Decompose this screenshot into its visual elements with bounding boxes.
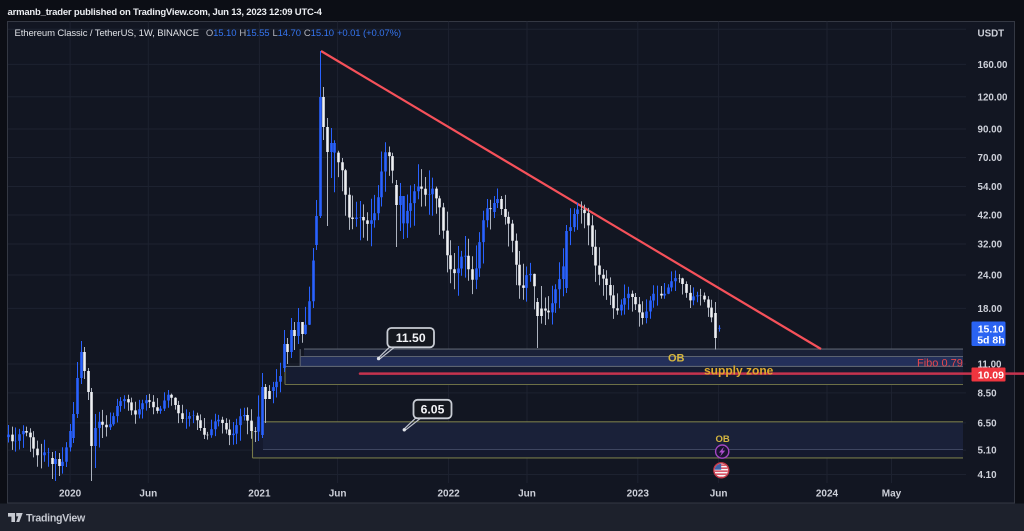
svg-text:2021: 2021 [248, 489, 271, 500]
svg-text:Fibo 0.79: Fibo 0.79 [917, 358, 963, 370]
svg-text:6.50: 6.50 [978, 418, 998, 429]
svg-text:5d 8h: 5d 8h [977, 334, 1004, 346]
svg-text:OB: OB [668, 353, 685, 365]
svg-text:Jun: Jun [329, 489, 347, 500]
svg-text:USDT: USDT [978, 29, 1005, 40]
svg-text:120.00: 120.00 [978, 92, 1009, 103]
svg-text:TradingView: TradingView [26, 513, 86, 525]
svg-text:2020: 2020 [59, 489, 82, 500]
svg-text:armanb_trader published on Tra: armanb_trader published on TradingView.c… [8, 7, 323, 18]
svg-text:11.50: 11.50 [396, 331, 426, 345]
svg-text:supply zone: supply zone [704, 364, 774, 378]
svg-text:6.05: 6.05 [421, 402, 445, 416]
svg-text:4.10: 4.10 [978, 470, 998, 481]
svg-text:10.09: 10.09 [978, 369, 1004, 381]
svg-text:Jun: Jun [710, 489, 728, 500]
svg-text:Jun: Jun [139, 489, 157, 500]
svg-text:Jun: Jun [518, 489, 536, 500]
svg-text:18.00: 18.00 [978, 304, 1003, 315]
svg-text:24.00: 24.00 [978, 271, 1003, 282]
svg-text:2024: 2024 [816, 489, 839, 500]
svg-text:2022: 2022 [437, 489, 460, 500]
svg-text:90.00: 90.00 [978, 125, 1003, 136]
svg-text:70.00: 70.00 [978, 153, 1003, 164]
svg-text:OB: OB [716, 434, 730, 445]
svg-text:32.00: 32.00 [978, 240, 1003, 251]
svg-text:54.00: 54.00 [978, 182, 1003, 193]
svg-text:Ethereum Classic / TetherUS, 1: Ethereum Classic / TetherUS, 1W, BINANCE… [15, 28, 402, 39]
svg-text:May: May [882, 489, 902, 500]
svg-text:2023: 2023 [627, 489, 650, 500]
svg-text:15.10: 15.10 [978, 323, 1004, 335]
svg-text:8.50: 8.50 [978, 388, 998, 399]
svg-text:11.00: 11.00 [978, 360, 1003, 371]
svg-text:160.00: 160.00 [978, 60, 1009, 71]
svg-text:42.00: 42.00 [978, 211, 1003, 222]
svg-text:5.10: 5.10 [978, 446, 998, 457]
